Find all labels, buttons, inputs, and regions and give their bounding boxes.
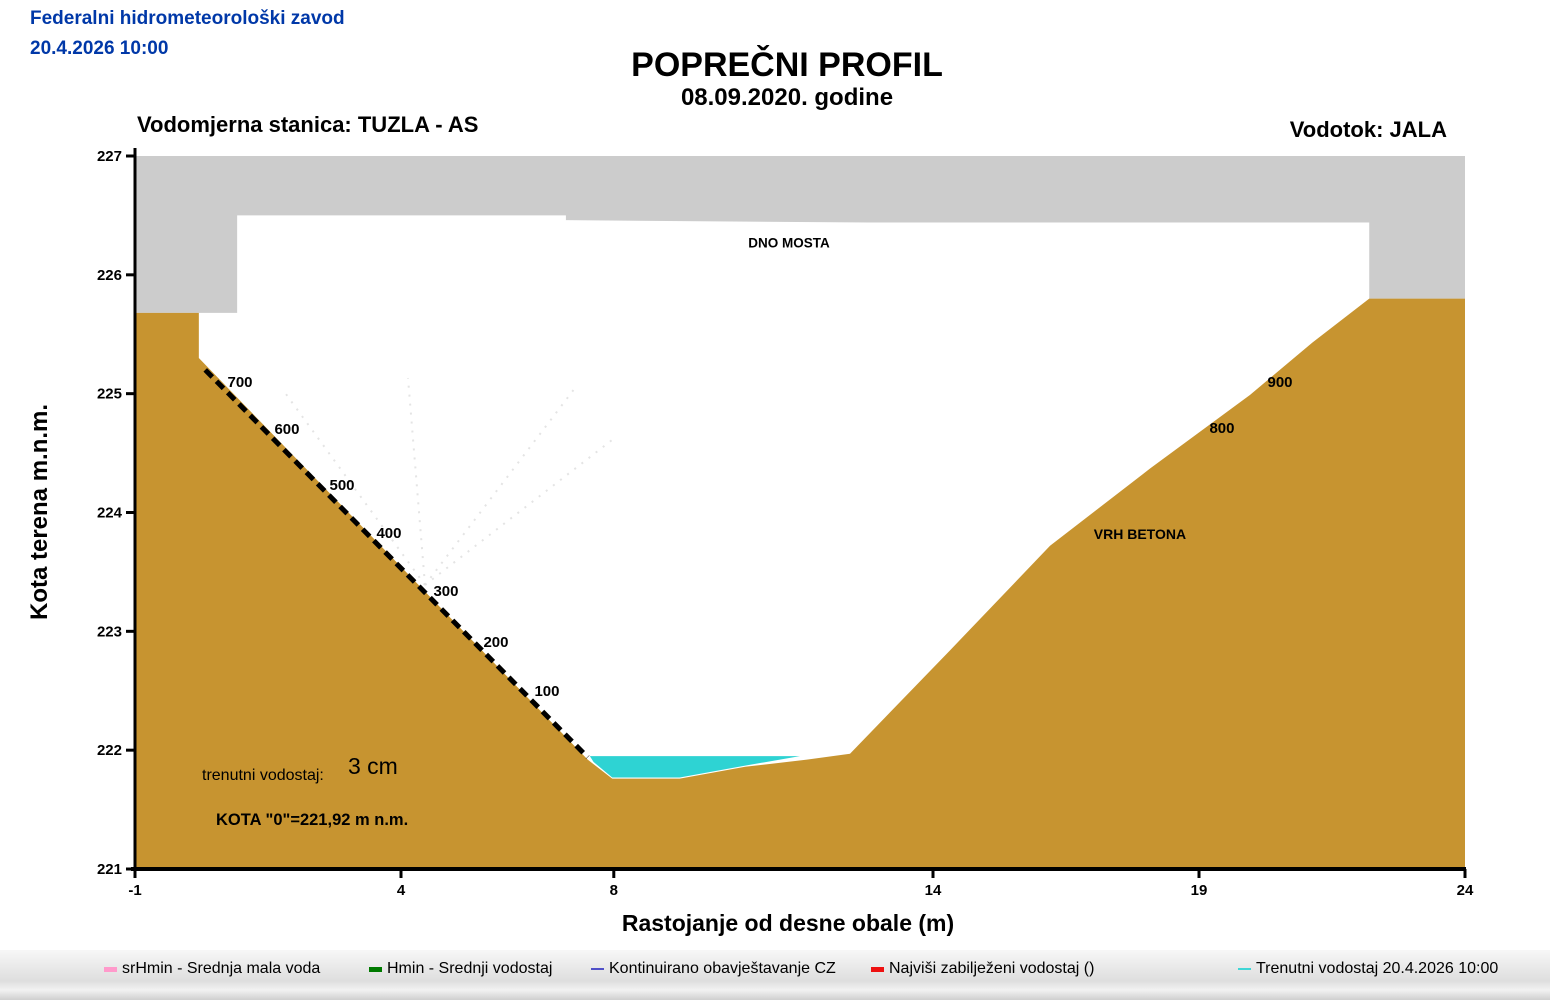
legend-color-chip — [591, 968, 604, 970]
gauge-label-300: 300 — [433, 583, 458, 600]
gauge-label-600: 600 — [274, 421, 299, 438]
x-tick-label-8: 8 — [610, 882, 618, 899]
legend-item-4: Trenutni vodostaj 20.4.2026 10:00 — [1238, 960, 1498, 978]
current-stage-value: 3 cm — [348, 753, 398, 779]
legend-band — [0, 950, 1550, 1000]
staff-gauge-line — [203, 368, 590, 760]
guide-ray-1 — [407, 377, 426, 586]
org-name: Federalni hidrometeorološki zavod — [30, 8, 345, 29]
gauge-label-800: 800 — [1209, 420, 1234, 437]
legend-item-0: srHmin - Srednja mala voda — [104, 960, 320, 978]
page-title: POPREČNI PROFIL — [631, 46, 943, 84]
gauge-label-700: 700 — [228, 374, 253, 391]
gauge-label-400: 400 — [376, 525, 401, 542]
current-stage-label: trenutni vodostaj: — [202, 767, 324, 784]
river-label: Vodotok: JALA — [1289, 117, 1447, 142]
header-datetime: 20.4.2026 10:00 — [30, 38, 169, 59]
legend-item-label: srHmin - Srednja mala voda — [122, 960, 321, 977]
y-tick-label-221: 221 — [97, 861, 122, 878]
y-tick-label-226: 226 — [97, 267, 122, 284]
guide-ray-2 — [424, 387, 576, 586]
gauge-label-200: 200 — [483, 634, 508, 651]
y-tick-label-222: 222 — [97, 742, 122, 759]
water-area — [589, 756, 800, 778]
x-tick-label-14: 14 — [925, 882, 942, 899]
bridge-structure — [135, 156, 1465, 313]
legend-color-chip — [104, 966, 117, 972]
y-tick-label-227: 227 — [97, 148, 122, 165]
legend-item-3: Najviši zabilježeni vodostaj () — [871, 960, 1094, 978]
gauge-label-100: 100 — [534, 683, 559, 700]
legend-item-label: Trenutni vodostaj 20.4.2026 10:00 — [1256, 960, 1499, 977]
guide-ray-3 — [424, 439, 613, 586]
legend-color-chip — [369, 966, 382, 972]
x-tick-label-24: 24 — [1457, 882, 1474, 899]
legend-item-label: Hmin - Srednji vodostaj — [387, 960, 553, 977]
y-tick-label-224: 224 — [97, 504, 123, 521]
legend-item-label: Najviši zabilježeni vodostaj () — [889, 960, 1095, 977]
annotation-dno-mosta: DNO MOSTA — [748, 236, 830, 251]
gauge-label-500: 500 — [329, 477, 354, 494]
x-tick-label-4: 4 — [397, 882, 406, 899]
page-subtitle: 08.09.2020. godine — [680, 84, 894, 111]
datum-label: KOTA "0"=221,92 m n.m. — [216, 811, 408, 829]
legend-item-1: Hmin - Srednji vodostaj — [369, 960, 552, 978]
y-tick-label-225: 225 — [97, 386, 122, 403]
gauge-label-900: 900 — [1268, 374, 1293, 391]
y-tick-label-223: 223 — [97, 623, 122, 640]
x-tick-label--1: -1 — [128, 882, 141, 899]
legend-item-2: Kontinuirano obavještavanje CZ — [591, 960, 836, 978]
legend-item-label: Kontinuirano obavještavanje CZ — [609, 960, 836, 977]
terrain-area — [135, 298, 1465, 867]
station-label: Vodomjerna stanica: TUZLA - AS — [137, 112, 479, 137]
x-tick-label-19: 19 — [1191, 882, 1208, 899]
annotation-vrh-betona: VRH BETONA — [1094, 526, 1186, 542]
legend-color-chip — [1238, 968, 1251, 970]
x-axis-title: Rastojanje od desne obale (m) — [621, 910, 955, 936]
legend-color-chip — [871, 966, 884, 972]
